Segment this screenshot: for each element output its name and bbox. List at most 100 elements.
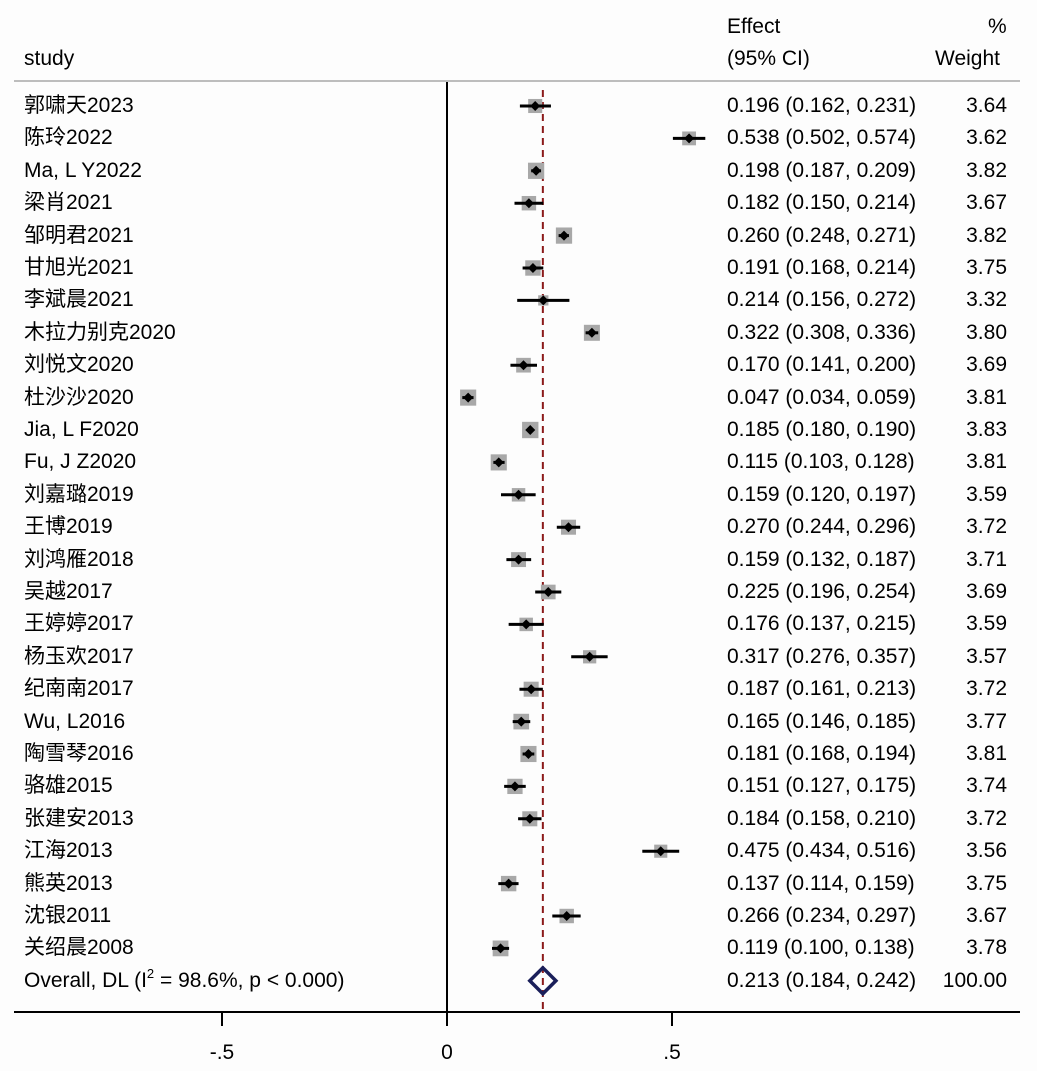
effect-ci-value: 0.047 (0.034, 0.059) bbox=[727, 385, 917, 409]
effect-ci-value: 0.137 (0.114, 0.159) bbox=[727, 871, 915, 895]
effect-ci-value: 0.176 (0.137, 0.215) bbox=[727, 612, 917, 636]
study-label: 甘旭光2021 bbox=[24, 256, 134, 279]
point-estimate bbox=[509, 781, 520, 792]
study-label: 陈玲2022 bbox=[24, 126, 113, 150]
study-label: 熊英2013 bbox=[24, 871, 113, 895]
effect-ci-value: 0.317 (0.276, 0.357) bbox=[727, 644, 917, 668]
study-label: 李斌晨2021 bbox=[24, 288, 134, 312]
effect-ci-value: 0.266 (0.234, 0.297) bbox=[727, 904, 917, 927]
weight-value: 3.81 bbox=[966, 450, 1007, 474]
point-estimate bbox=[655, 846, 666, 857]
point-estimate bbox=[527, 263, 538, 273]
study-label: 关绍晨2008 bbox=[24, 936, 134, 960]
study-label: 刘鸿雁2018 bbox=[24, 547, 134, 571]
weight-value: 3.62 bbox=[966, 126, 1007, 150]
effect-column-header: Effect bbox=[727, 15, 781, 38]
overall-diamond bbox=[527, 965, 559, 997]
weight-value: 3.32 bbox=[966, 288, 1007, 312]
study-label: 梁肖2021 bbox=[24, 191, 113, 215]
study-label: 杜沙沙2020 bbox=[24, 385, 134, 409]
weight-value: 3.67 bbox=[966, 191, 1007, 215]
point-estimate bbox=[584, 651, 595, 662]
study-label: Jia, L F2020 bbox=[24, 418, 139, 441]
study-label: 刘嘉璐2019 bbox=[24, 482, 134, 506]
point-estimate bbox=[525, 425, 536, 435]
effect-ci-value: 0.184 (0.158, 0.210) bbox=[727, 806, 917, 830]
point-estimate bbox=[526, 684, 537, 695]
effect-ci-value: 0.538 (0.502, 0.574) bbox=[727, 126, 917, 150]
effect-ci-value: 0.187 (0.161, 0.213) bbox=[727, 677, 917, 701]
effect-ci-value: 0.214 (0.156, 0.272) bbox=[727, 288, 917, 312]
effect-ci-value: 0.185 (0.180, 0.190) bbox=[727, 418, 917, 441]
study-label: Wu, L2016 bbox=[24, 709, 126, 733]
effect-ci-value: 0.165 (0.146, 0.185) bbox=[727, 709, 917, 733]
study-label: 王婷婷2017 bbox=[24, 612, 134, 636]
point-estimate bbox=[563, 522, 574, 533]
point-estimate bbox=[586, 327, 597, 338]
effect-ci-value: 0.119 (0.100, 0.138) bbox=[727, 936, 915, 960]
effect-ci-value: 0.260 (0.248, 0.271) bbox=[727, 223, 917, 247]
effect-ci-value: 0.182 (0.150, 0.214) bbox=[727, 191, 917, 215]
weight-value: 3.83 bbox=[966, 418, 1007, 441]
effect-ci-value: 0.159 (0.120, 0.197) bbox=[727, 482, 917, 506]
study-label: 吴越2017 bbox=[24, 580, 113, 603]
weight-value: 3.75 bbox=[966, 256, 1007, 279]
point-estimate bbox=[513, 489, 524, 500]
point-estimate bbox=[493, 457, 504, 468]
effect-ci-value: 0.225 (0.196, 0.254) bbox=[727, 580, 917, 603]
weight-value: 3.59 bbox=[966, 612, 1007, 636]
point-estimate bbox=[531, 165, 542, 176]
weight-value: 3.57 bbox=[966, 644, 1007, 668]
weight-value: 3.69 bbox=[966, 580, 1007, 603]
overall-label-suffix: = 98.6%, p < 0.000) bbox=[154, 968, 345, 992]
point-estimate bbox=[521, 619, 532, 630]
effect-ci-value: 0.191 (0.168, 0.214) bbox=[727, 256, 917, 279]
point-estimate bbox=[561, 911, 572, 921]
weight-value: 3.69 bbox=[966, 353, 1007, 377]
overall-effect-ci-value: 0.213 (0.184, 0.242) bbox=[727, 968, 917, 992]
effect-ci-value: 0.322 (0.308, 0.336) bbox=[727, 320, 917, 344]
study-label: Ma, L Y2022 bbox=[24, 158, 142, 182]
point-estimate bbox=[503, 878, 514, 889]
weight-value: 3.82 bbox=[966, 223, 1007, 247]
x-tick-label: -.5 bbox=[210, 1041, 235, 1064]
overall-weight-value: 100.00 bbox=[942, 968, 1007, 992]
study-label: 陶雪琴2016 bbox=[24, 742, 134, 765]
x-tick-label: .5 bbox=[663, 1041, 681, 1064]
effect-ci-value: 0.170 (0.141, 0.200) bbox=[727, 353, 917, 377]
point-estimate bbox=[523, 749, 534, 759]
study-label: 杨玉欢2017 bbox=[24, 644, 134, 668]
point-estimate bbox=[513, 554, 524, 565]
weight-value: 3.77 bbox=[966, 709, 1007, 733]
weight-value: 3.56 bbox=[966, 839, 1007, 863]
point-estimate bbox=[523, 198, 534, 209]
weight-value: 3.80 bbox=[966, 320, 1007, 344]
percent-column-header: % bbox=[988, 15, 1007, 38]
effect-ci-value: 0.151 (0.127, 0.175) bbox=[727, 774, 917, 798]
point-estimate bbox=[495, 943, 506, 954]
point-estimate bbox=[543, 587, 554, 597]
study-label: 刘悦文2020 bbox=[24, 353, 134, 377]
ci-column-header: (95% CI) bbox=[727, 47, 810, 70]
point-estimate bbox=[516, 716, 527, 727]
point-estimate bbox=[463, 392, 474, 403]
weight-column-header: Weight bbox=[935, 47, 1000, 70]
study-label: 邹明君2021 bbox=[24, 223, 134, 247]
effect-ci-value: 0.270 (0.244, 0.296) bbox=[727, 515, 917, 539]
study-label: 木拉力别克2020 bbox=[24, 320, 176, 344]
weight-value: 3.71 bbox=[966, 547, 1007, 571]
effect-ci-value: 0.475 (0.434, 0.516) bbox=[727, 839, 917, 863]
overall-label-prefix: Overall, DL (I bbox=[24, 968, 147, 992]
x-tick-label: 0 bbox=[441, 1041, 453, 1064]
study-label: 郭啸天2023 bbox=[24, 94, 134, 117]
weight-value: 3.72 bbox=[966, 515, 1007, 539]
study-label: 沈银2011 bbox=[24, 904, 112, 927]
weight-value: 3.81 bbox=[966, 742, 1007, 765]
weight-value: 3.59 bbox=[966, 482, 1007, 506]
overall-label: Overall, DL (I2 = 98.6%, p < 0.000) bbox=[24, 967, 345, 993]
study-label: 骆雄2015 bbox=[24, 774, 113, 798]
effect-ci-value: 0.196 (0.162, 0.231) bbox=[727, 94, 917, 117]
point-estimate bbox=[524, 813, 535, 824]
